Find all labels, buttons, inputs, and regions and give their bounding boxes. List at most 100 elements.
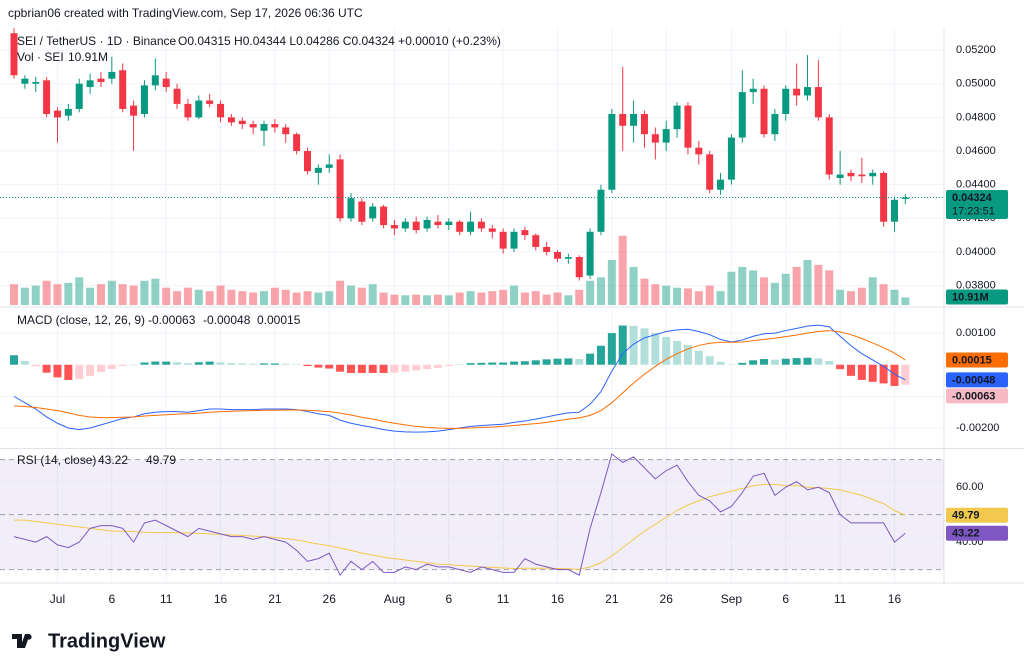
candle-body — [380, 206, 388, 226]
volume-bar — [162, 287, 171, 305]
volume-bar — [683, 288, 692, 305]
candle-body — [423, 220, 431, 229]
candle-body — [749, 88, 757, 93]
x-tick-label: 6 — [108, 592, 115, 606]
y-tick-label: -0.00200 — [956, 422, 999, 434]
x-tick-label: 11 — [497, 592, 510, 606]
candle-body — [554, 251, 561, 259]
candle-body — [880, 172, 888, 222]
candle-body — [717, 179, 725, 190]
histogram-bar — [705, 356, 714, 365]
volume-bar — [401, 295, 410, 305]
volume-bar — [510, 285, 519, 305]
candle-body — [151, 75, 159, 86]
candle-body — [521, 230, 529, 236]
legend-title: SEI / TetherUS · 1D · Binance — [17, 34, 177, 48]
candle-body — [586, 231, 594, 276]
volume-bar — [868, 277, 877, 305]
histogram-bar — [53, 364, 62, 378]
histogram-bar — [640, 328, 649, 365]
volume-bar — [673, 287, 682, 305]
volume-bar — [183, 287, 192, 305]
candle-body — [858, 174, 866, 177]
histogram-bar — [770, 359, 779, 365]
histogram-bar — [683, 345, 692, 365]
volume-bar — [488, 291, 497, 305]
candle-body — [836, 174, 844, 178]
x-tick-label: 11 — [160, 592, 173, 606]
histogram-value-box — [946, 388, 1008, 404]
candle-body — [130, 105, 138, 116]
volume-bar — [640, 278, 649, 305]
x-tick-label: 16 — [888, 592, 902, 606]
histogram-bar — [651, 333, 660, 365]
candle-body — [467, 221, 475, 232]
volume-bar — [292, 292, 301, 305]
rsi-ma-value-box — [946, 507, 1008, 523]
histogram-bar — [499, 362, 508, 365]
volume-bar — [846, 291, 855, 305]
candle-body — [21, 78, 29, 84]
volume-bar — [216, 285, 225, 305]
histogram-bar — [401, 364, 410, 372]
rsi-value-box — [946, 525, 1008, 541]
histogram-bar — [433, 364, 442, 368]
candle-body — [108, 71, 116, 79]
y-tick-label: 60.00 — [956, 481, 984, 493]
histogram-bar — [542, 359, 551, 365]
candle-body — [564, 257, 572, 259]
histogram-bar — [107, 364, 116, 369]
last-price-box — [946, 189, 1008, 219]
volume-bar — [346, 285, 355, 305]
histogram-bar — [520, 361, 529, 365]
volume-bar — [705, 285, 714, 305]
candle-body — [847, 172, 855, 177]
histogram-value: -0.00063 — [952, 390, 995, 402]
volume-bar — [607, 259, 616, 305]
histogram-bar — [249, 363, 258, 365]
histogram-bar — [368, 364, 377, 373]
candle-body — [412, 221, 420, 231]
candle-body — [64, 108, 72, 116]
histogram-bar — [86, 364, 95, 376]
volume-bar — [553, 292, 562, 305]
x-tick-label: 26 — [323, 592, 337, 606]
candle-body — [869, 172, 877, 177]
volume-bar — [42, 280, 51, 305]
volume-bar — [379, 292, 388, 305]
candle-body — [608, 113, 616, 190]
histogram-bar — [325, 364, 334, 369]
volume-bar — [390, 294, 399, 305]
signal-value-box — [946, 352, 1008, 368]
x-tick-label: 21 — [605, 592, 619, 606]
histogram-bar — [357, 364, 366, 373]
candle-body — [814, 87, 822, 118]
histogram-bar — [488, 362, 497, 365]
histogram-bar — [314, 364, 323, 368]
candle-body — [206, 100, 214, 104]
candle-body — [325, 164, 333, 168]
histogram-bar — [10, 355, 18, 365]
histogram-bar — [890, 364, 899, 386]
histogram-bar — [151, 361, 160, 365]
histogram-bar — [564, 358, 573, 365]
volume-bar — [10, 284, 18, 305]
histogram-bar — [868, 364, 877, 382]
histogram-bar — [803, 357, 812, 365]
volume-bar — [140, 280, 149, 305]
histogram-bar — [846, 364, 855, 376]
histogram-bar — [586, 353, 595, 365]
legend-rsi: 43.22 — [98, 453, 128, 467]
volume-value: 10.91M — [952, 291, 989, 303]
candle-body — [619, 113, 627, 126]
legend-volume-value: 10.91M — [68, 50, 108, 64]
histogram-bar — [531, 360, 540, 365]
histogram-bar — [466, 363, 475, 365]
histogram-bar — [857, 364, 866, 380]
legend-volume: Vol · SEI — [17, 50, 64, 64]
candle-body — [825, 117, 833, 175]
volume-bar — [368, 284, 377, 305]
volume-bar — [466, 291, 475, 305]
histogram-bar — [423, 364, 432, 370]
volume-bar — [879, 284, 888, 305]
